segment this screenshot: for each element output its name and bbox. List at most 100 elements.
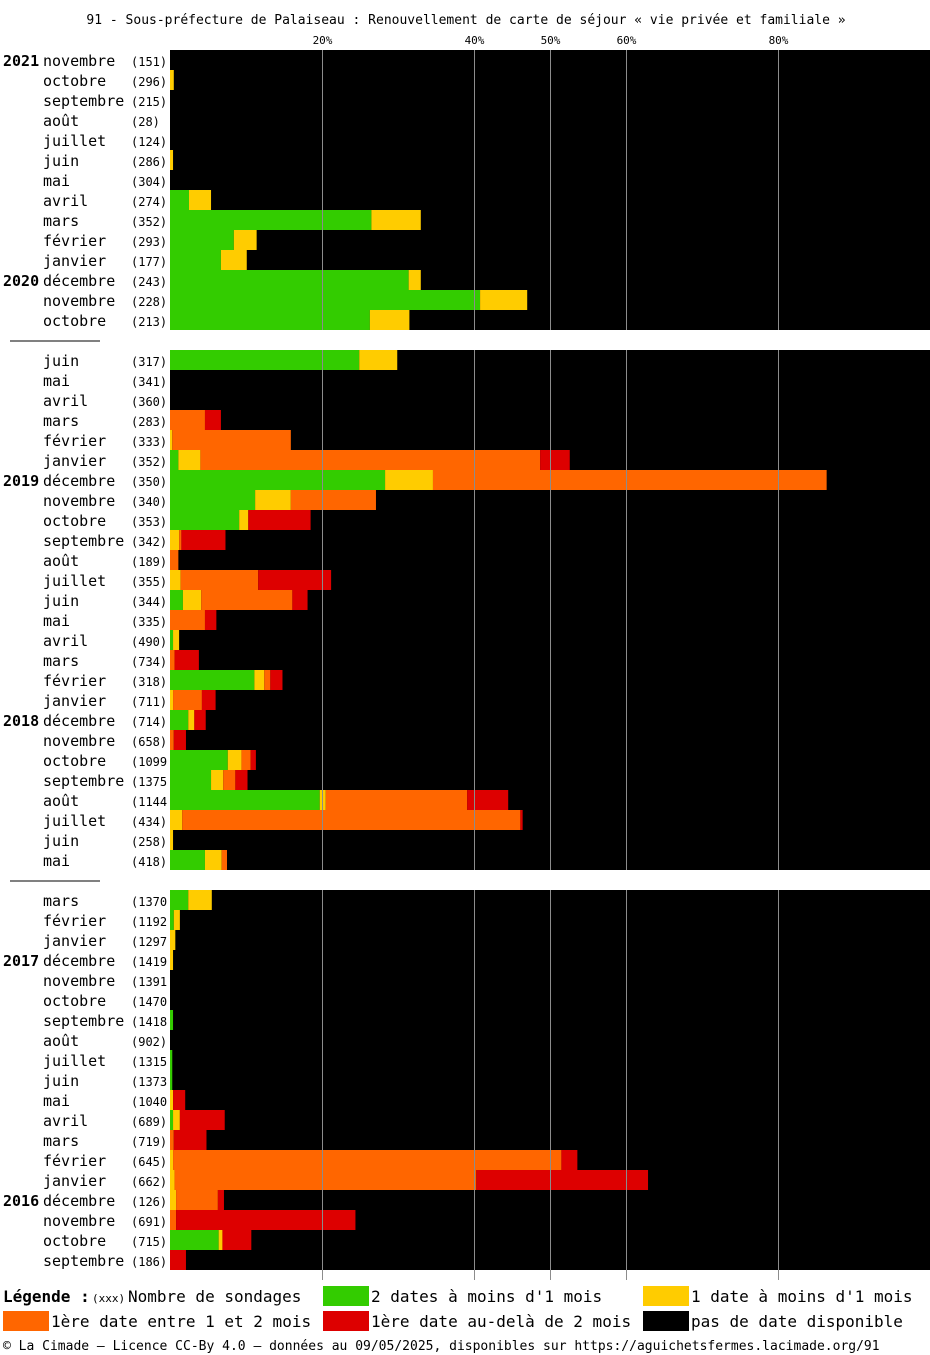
month-label: juillet <box>43 1052 106 1070</box>
survey-count: (186) <box>131 1255 167 1269</box>
x-tick-label: 20% <box>313 34 333 47</box>
bar-segment-red <box>204 410 221 430</box>
month-label: septembre <box>43 532 124 550</box>
bar-segment-red <box>217 1190 224 1210</box>
bar-segment-green <box>170 230 234 250</box>
gridlines <box>322 50 779 1280</box>
month-label: mars <box>43 892 79 910</box>
survey-count: (360) <box>131 395 167 409</box>
bar-segment-green <box>170 450 179 470</box>
bar-segment-green <box>170 290 481 310</box>
month-label: septembre <box>43 772 124 790</box>
survey-count: (691) <box>131 1215 167 1229</box>
bar-segment-red <box>204 610 217 630</box>
survey-count: (902) <box>131 1035 167 1049</box>
survey-count: (126) <box>131 1195 167 1209</box>
month-label: février <box>43 912 106 930</box>
bar-segment-red <box>561 1150 578 1170</box>
bar-segment-yellow <box>369 310 410 330</box>
month-label: octobre <box>43 752 106 770</box>
month-label: décembre <box>43 472 115 490</box>
bar-segment-green <box>170 250 221 270</box>
bar-segment-green <box>170 850 205 870</box>
month-label: septembre <box>43 1252 124 1270</box>
month-label: février <box>43 1152 106 1170</box>
month-label: avril <box>43 392 88 410</box>
survey-count: (335) <box>131 615 167 629</box>
bar-segment-red <box>173 1090 186 1110</box>
bar-segment-yellow <box>239 510 249 530</box>
bar-segment-red <box>248 510 311 530</box>
bar-segment-red <box>270 670 283 690</box>
bars-layer <box>170 70 827 1270</box>
bar-segment-yellow <box>408 270 421 290</box>
bar-segment-yellow <box>170 950 174 970</box>
month-label: avril <box>43 632 88 650</box>
survey-count: (711) <box>131 695 167 709</box>
bar-segment-orange <box>173 1150 562 1170</box>
month-label: octobre <box>43 512 106 530</box>
bar-segment-red <box>292 590 308 610</box>
footer-credit: © La Cimade — Licence CC-By 4.0 — donnée… <box>3 1339 880 1354</box>
bar-segment-green <box>170 470 386 490</box>
bar-segment-yellow <box>178 450 201 470</box>
x-tick-label: 80% <box>769 34 789 47</box>
survey-count: (1144 <box>131 795 167 809</box>
month-label: mars <box>43 212 79 230</box>
bar-segment-yellow <box>170 430 173 450</box>
legend: Légende : (xxx) Nombre de sondages 2 dat… <box>3 1286 913 1331</box>
bar-segment-red <box>170 1250 186 1270</box>
bar-segment-orange <box>201 590 293 610</box>
legend-count-label: Nombre de sondages <box>128 1287 301 1306</box>
month-label: novembre <box>43 292 115 310</box>
month-label: novembre <box>43 492 115 510</box>
survey-count: (283) <box>131 415 167 429</box>
month-label: novembre <box>43 1212 115 1230</box>
legend-swatch-yellow <box>643 1286 689 1306</box>
bar-segment-yellow <box>170 1150 174 1170</box>
month-label: janvier <box>43 932 106 950</box>
month-label: décembre <box>43 1192 115 1210</box>
bar-segment-green <box>170 510 240 530</box>
bar-segment-yellow <box>173 1110 180 1130</box>
legend-label-orange: 1ère date entre 1 et 2 mois <box>51 1312 311 1331</box>
bar-segment-orange <box>173 690 202 710</box>
survey-count: (645) <box>131 1155 167 1169</box>
bar-segment-orange <box>172 430 291 450</box>
month-label: décembre <box>43 712 115 730</box>
month-label: juin <box>43 592 79 610</box>
legend-label-yellow: 1 date à moins d'1 mois <box>691 1287 913 1306</box>
survey-count: (213) <box>131 315 167 329</box>
bar-segment-orange <box>432 470 827 490</box>
month-label: mars <box>43 412 79 430</box>
survey-count: (434) <box>131 815 167 829</box>
survey-count: (318) <box>131 675 167 689</box>
survey-count: (352) <box>131 455 167 469</box>
month-label: décembre <box>43 952 115 970</box>
month-label: juin <box>43 152 79 170</box>
bar-segment-orange <box>264 670 271 690</box>
bar-segment-green <box>170 1070 173 1090</box>
month-label: mai <box>43 372 70 390</box>
month-label: août <box>43 112 79 130</box>
bar-segment-green <box>170 1110 174 1130</box>
bar-segment-green <box>170 890 189 910</box>
bar-segment-green <box>170 590 183 610</box>
bar-segment-yellow <box>227 750 242 770</box>
survey-count: (734) <box>131 655 167 669</box>
legend-count-marker: (xxx) <box>92 1292 125 1305</box>
month-label: août <box>43 792 79 810</box>
survey-count: (689) <box>131 1115 167 1129</box>
survey-count: (1192 <box>131 915 167 929</box>
month-label: février <box>43 232 106 250</box>
year-label: 2021 <box>3 52 39 70</box>
bar-segment-orange <box>200 450 541 470</box>
month-label: mai <box>43 612 70 630</box>
bar-segment-green <box>170 1010 174 1030</box>
month-label: janvier <box>43 692 106 710</box>
bar-segment-green <box>170 630 174 650</box>
survey-count: (1099 <box>131 755 167 769</box>
survey-count: (341) <box>131 375 167 389</box>
month-label: mai <box>43 1092 70 1110</box>
